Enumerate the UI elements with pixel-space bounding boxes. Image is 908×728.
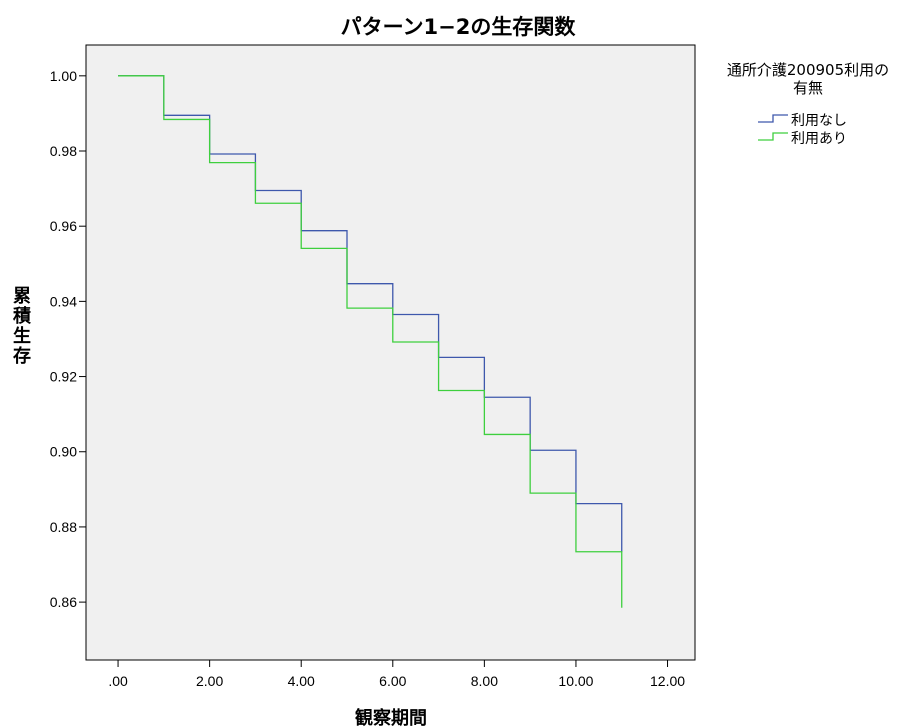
x-tick-label: 4.00 [288,673,315,689]
y-tick-label: 0.88 [50,519,77,535]
legend-title-line-2: 有無 [793,79,823,97]
x-tick-label: 10.00 [558,673,593,689]
plot-area [85,44,696,661]
x-tick-label: 8.00 [471,673,498,689]
y-axis-title: 累積生存 [12,286,32,367]
y-tick-label: 0.96 [50,218,77,234]
y-tick-label: 1.00 [50,68,77,84]
series-line-used [118,75,623,608]
y-tick-label: 0.94 [50,293,77,309]
x-tick-label: .00 [108,673,128,689]
x-tick-label: 6.00 [379,673,406,689]
y-tick-label: 0.86 [50,594,77,610]
legend-title-line-1: 通所介護200905利用の [727,61,889,79]
legend-label: 利用あり [791,131,847,147]
y-tick-label: 0.98 [50,143,77,159]
chart-title: パターン1−2の生存関数 [341,15,577,39]
x-tick-label: 12.00 [650,673,685,689]
y-tick-label: 0.90 [50,444,77,460]
legend-swatch [758,132,788,141]
series-layer [118,75,623,608]
legend-swatch [758,114,788,123]
x-tick-label: 2.00 [196,673,223,689]
legend-label: 利用なし [791,113,847,129]
x-axis: .00 2.00 4.00 6.00 8.00 10.00 12.00 [108,660,685,689]
y-axis: 0.86 0.88 0.90 0.92 0.94 0.96 0.98 1.00 [50,68,86,610]
y-tick-label: 0.92 [50,369,77,385]
x-axis-title: 観察期間 [355,707,427,728]
